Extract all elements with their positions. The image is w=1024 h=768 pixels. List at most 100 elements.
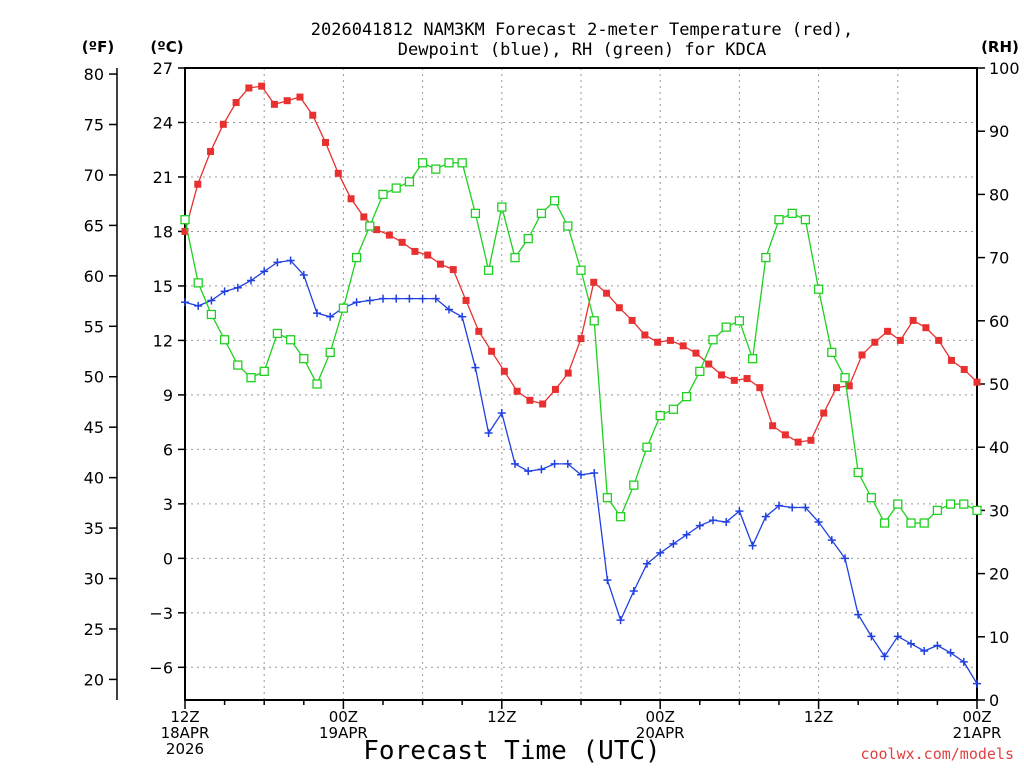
dewpoint-point	[260, 267, 269, 276]
rh-tick-label: 60	[989, 312, 1009, 331]
2-meter-temperature-point	[194, 180, 202, 188]
dewpoint-point	[761, 512, 770, 521]
2-meter-temperature-point	[654, 338, 662, 346]
rh-point	[721, 322, 731, 332]
rh-tick-label: 40	[989, 438, 1009, 457]
dewpoint-point	[273, 258, 282, 267]
dewpoint-point	[827, 536, 836, 545]
plot-frame	[184, 67, 978, 701]
2-meter-temperature-point	[756, 384, 764, 392]
dewpoint-point	[511, 459, 519, 468]
dewpoint-point	[365, 296, 374, 305]
2-meter-temperature-point	[628, 316, 636, 324]
rh-point	[576, 265, 586, 275]
dewpoint-point	[722, 518, 731, 527]
fahrenheit-tick-label: 70	[84, 166, 104, 185]
x-tick-label: 12Z	[487, 708, 516, 726]
x-tick-label: 00Z	[646, 708, 675, 726]
rh-point	[695, 366, 705, 377]
dewpoint-point	[220, 287, 229, 296]
dewpoint-point	[603, 576, 612, 585]
rh-point	[827, 347, 837, 358]
2-meter-temperature-point	[488, 347, 496, 355]
rh-point	[879, 518, 890, 528]
rh-point	[536, 208, 547, 219]
rh-point	[246, 373, 256, 383]
2-meter-temperature-point	[424, 251, 432, 259]
dewpoint-point	[392, 294, 401, 303]
dewpoint-point	[695, 521, 704, 530]
x-axis-title: Forecast Time (UTC)	[363, 736, 660, 766]
2-meter-temperature-point	[896, 336, 904, 344]
celsius-axis-unit: (ºC)	[150, 38, 183, 56]
rh-point	[681, 391, 692, 402]
2-meter-temperature-point	[475, 327, 483, 335]
2-meter-temperature-point	[973, 378, 981, 386]
rh-point	[563, 221, 573, 231]
2-meter-temperature-point	[590, 278, 598, 286]
dewpoint-point	[563, 459, 572, 468]
celsius-tick-label: 27	[153, 59, 173, 78]
2-meter-temperature-point	[245, 84, 253, 92]
dewpoint-point	[550, 459, 559, 468]
dewpoint-point	[616, 616, 625, 625]
2-meter-temperature-point	[322, 138, 330, 146]
2-meter-temperature-point	[398, 238, 406, 246]
dewpoint-point	[445, 305, 453, 314]
rh-point	[972, 505, 982, 516]
dewpoint-point	[814, 518, 823, 527]
rh-point	[708, 335, 718, 345]
rh-point	[813, 284, 824, 294]
2-meter-temperature-point	[832, 384, 840, 392]
dewpoint-point	[194, 301, 203, 310]
fahrenheit-tick-label: 25	[84, 620, 104, 639]
fahrenheit-tick-label: 75	[84, 116, 104, 135]
rh-tick-label: 90	[989, 122, 1009, 141]
rh-point	[853, 467, 863, 478]
x-tick-label: 00Z	[329, 708, 358, 726]
dewpoint-point	[933, 641, 942, 650]
fahrenheit-tick-label: 45	[84, 418, 104, 437]
dewpoint-point	[497, 409, 506, 418]
rh-point	[959, 499, 969, 509]
2-meter-temperature-point	[551, 385, 559, 393]
rh-point	[325, 347, 335, 358]
2-meter-temperature-point	[577, 335, 585, 343]
dewpoint-point	[418, 294, 427, 303]
dewpoint-point	[880, 652, 889, 661]
2-meter-temperature-point	[232, 99, 240, 107]
2-meter-temperature-point	[526, 396, 534, 404]
source-credit: coolwx.com/models	[860, 745, 1014, 763]
dewpoint-point	[867, 632, 876, 641]
rh-point	[233, 360, 243, 370]
2-meter-temperature-point	[935, 336, 943, 344]
dewpoint-point	[233, 283, 242, 292]
2-meter-temperature-point	[947, 356, 955, 364]
rh-point	[893, 499, 903, 509]
fahrenheit-axis-unit: (ºF)	[82, 38, 114, 56]
dewpoint-point	[973, 679, 981, 688]
rh-point	[365, 221, 375, 231]
rh-tick-label: 30	[989, 501, 1009, 520]
rh-point	[734, 316, 745, 326]
dewpoint-point	[431, 294, 440, 303]
dewpoint-point	[893, 632, 902, 641]
rh-tick-label: 80	[989, 185, 1009, 204]
celsius-tick-label: 9	[163, 386, 173, 405]
2-meter-temperature-point	[373, 226, 381, 234]
x-tick-label: 18APR	[161, 724, 210, 742]
x-tick-label: 20APR	[636, 724, 685, 742]
rh-point	[457, 158, 467, 168]
rh-point	[589, 316, 599, 326]
2-meter-temperature-point	[603, 289, 611, 297]
dewpoint-point	[735, 507, 744, 516]
2-meter-temperature-point	[360, 213, 368, 221]
dewpoint-point	[841, 554, 849, 563]
dewpoint-point	[577, 470, 585, 479]
2-meter-temperature-point	[539, 400, 547, 408]
2-meter-temperature-point	[296, 93, 304, 101]
x-tick-label: 21APR	[953, 724, 1002, 742]
x-tick-label: 2026	[166, 740, 204, 758]
rh-point	[761, 252, 771, 263]
dewpoint-point	[748, 541, 757, 550]
